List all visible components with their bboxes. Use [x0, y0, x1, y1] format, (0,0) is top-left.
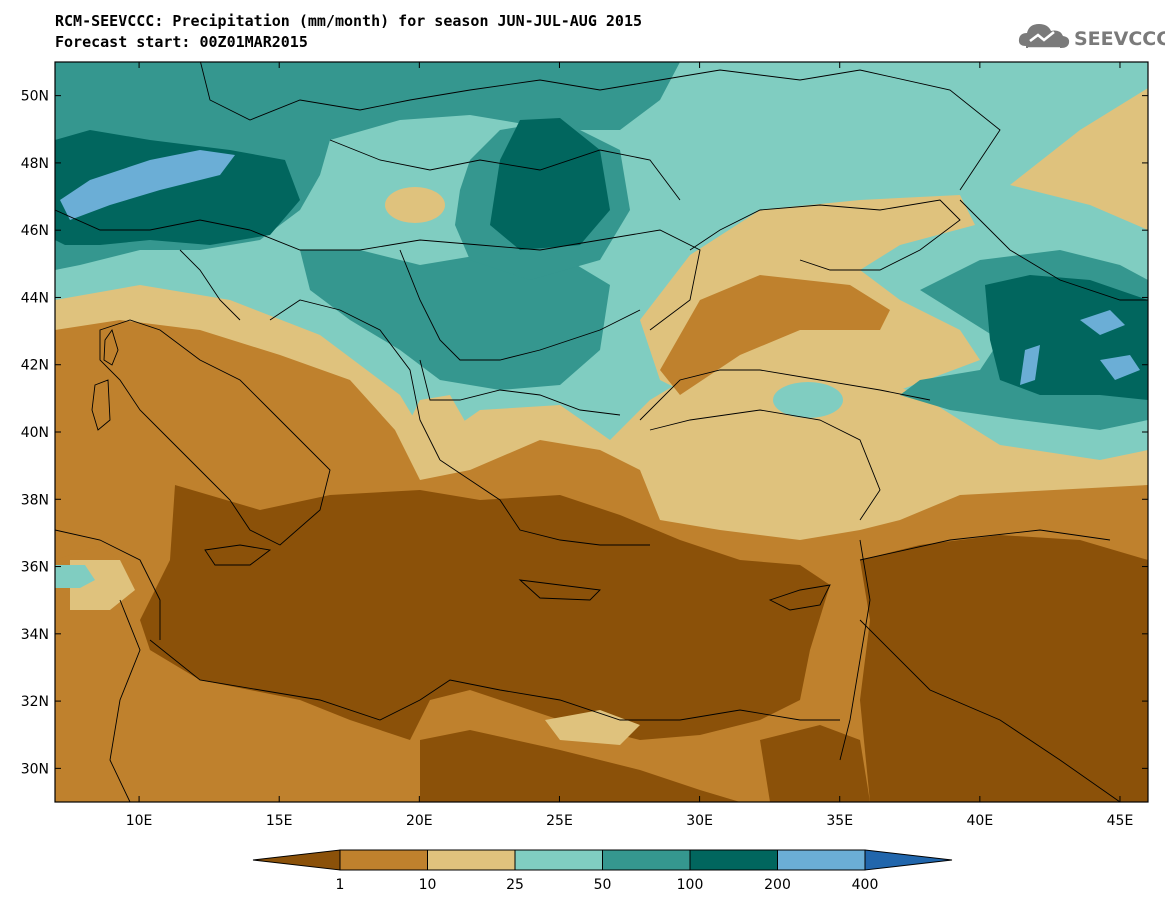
lat-tick-label: 34N: [21, 627, 49, 643]
precipitation-field: [55, 62, 1148, 802]
colorbar-label: 10: [419, 877, 437, 893]
lat-tick-label: 46N: [21, 223, 49, 239]
lat-tick-label: 38N: [21, 492, 49, 508]
lat-tick-label: 44N: [21, 290, 49, 306]
lat-tick-label: 42N: [21, 358, 49, 374]
lon-tick-label: 25E: [546, 813, 573, 829]
colorbar-swatch: [689, 849, 778, 871]
seevccc-logo: SEEVCCC: [1016, 18, 1165, 58]
colorbar-swatch: [602, 849, 691, 871]
lon-tick-label: 30E: [686, 813, 713, 829]
latitude-axis: 50N 48N 46N 44N 42N 40N 38N 36N 34N 32N 30N: [21, 89, 1148, 777]
lat-tick-label: 30N: [21, 761, 49, 777]
lat-tick-label: 32N: [21, 694, 49, 710]
colorbar-swatch: [514, 849, 603, 871]
map-title: RCM-SEEVCCC: Precipitation (mm/month) fo…: [55, 12, 642, 30]
lat-tick-label: 48N: [21, 156, 49, 172]
colorbar-label: 400: [852, 877, 879, 893]
coastlines-borders: [55, 62, 1148, 802]
lon-tick-label: 40E: [967, 813, 994, 829]
longitude-axis: 10E 15E 20E 25E 30E 35E 40E 45E: [126, 62, 1134, 829]
colorbar-label: 100: [677, 877, 704, 893]
colorbar-high-arrow: [864, 849, 953, 871]
forecast-start-subtitle: Forecast start: 00Z01MAR2015: [55, 33, 308, 51]
lon-tick-label: 10E: [126, 813, 153, 829]
lat-tick-label: 36N: [21, 560, 49, 576]
colorbar-swatch: [777, 849, 866, 871]
logo-text: SEEVCCC: [1074, 28, 1165, 50]
colorbar: 1 10 25 50 100 200 400: [252, 849, 953, 893]
colorbar-swatch: [339, 849, 428, 871]
lon-tick-label: 45E: [1107, 813, 1134, 829]
colorbar-label: 50: [594, 877, 612, 893]
lon-tick-label: 20E: [406, 813, 433, 829]
cloud-icon: [1018, 24, 1070, 49]
lon-tick-label: 35E: [826, 813, 853, 829]
lat-tick-label: 40N: [21, 425, 49, 441]
lat-tick-label: 50N: [21, 89, 49, 105]
colorbar-swatch: [427, 849, 516, 871]
colorbar-label: 1: [336, 877, 345, 893]
lon-tick-label: 15E: [266, 813, 293, 829]
colorbar-label: 200: [764, 877, 791, 893]
colorbar-low-arrow: [252, 849, 341, 871]
colorbar-label: 25: [506, 877, 524, 893]
